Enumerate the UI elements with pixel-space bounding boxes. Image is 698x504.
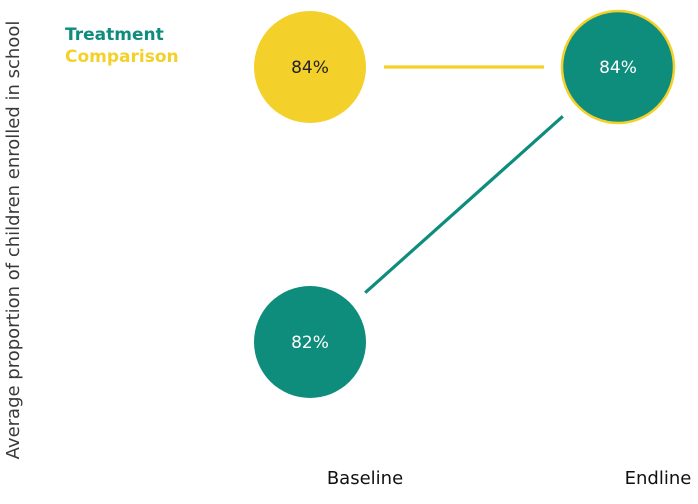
point-treatment-endline (560, 9, 676, 125)
data-label-comparison-baseline: 84% (291, 58, 329, 78)
data-label-treatment-baseline: 82% (291, 333, 329, 353)
x-axis-ticks: Baseline Endline (327, 468, 692, 489)
series-line-treatment (364, 115, 564, 294)
series-lines (364, 65, 564, 294)
x-tick-endline: Endline (625, 468, 692, 489)
data-label-treatment-endline: 84% (599, 58, 637, 78)
y-axis-label-group: Average proportion of children enrolled … (3, 21, 24, 460)
legend-item-treatment: Treatment (65, 25, 164, 45)
point-treatment-baseline (254, 286, 366, 398)
y-axis-label: Average proportion of children enrolled … (3, 21, 24, 460)
point-comparison-baseline (254, 11, 366, 123)
data-points: 84%84%82%84% (254, 9, 676, 398)
x-tick-baseline: Baseline (327, 468, 403, 489)
legend-item-comparison: Comparison (65, 47, 179, 67)
